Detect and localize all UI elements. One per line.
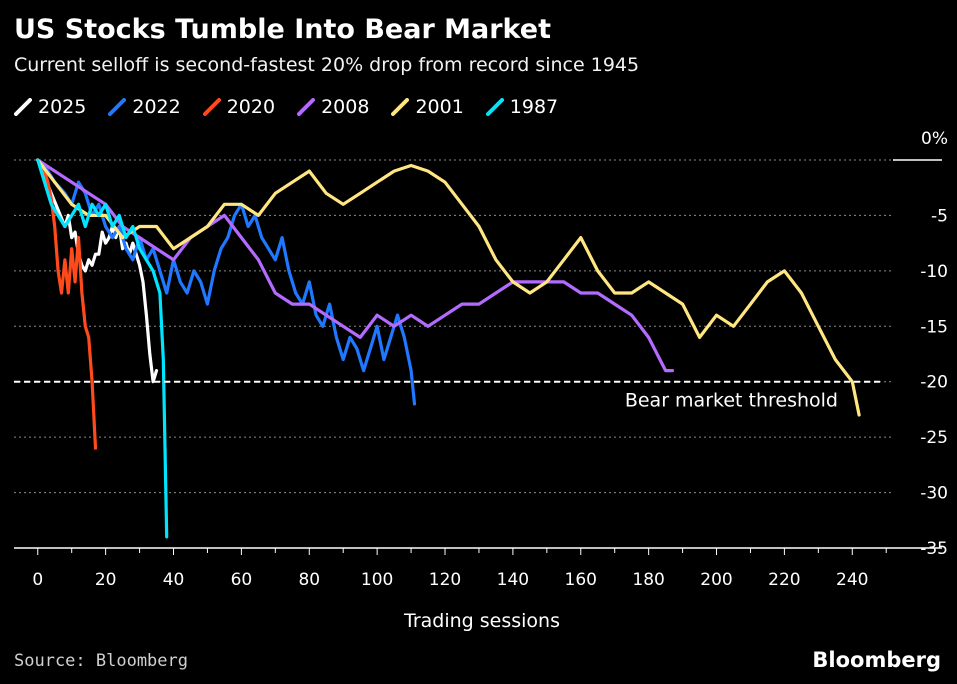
source-note: Source: Bloomberg (14, 651, 188, 671)
y-tick-label: -30 (920, 484, 948, 504)
y-tick-label: -5 (931, 206, 948, 226)
x-tick-label: 220 (768, 570, 800, 590)
legend-label: 2020 (226, 96, 276, 118)
x-tick-label: 60 (231, 570, 253, 590)
x-tick-label: 200 (700, 570, 732, 590)
legend-swatch-1987 (485, 98, 504, 116)
x-tick-label: 40 (163, 570, 185, 590)
legend-item-2008: 2008 (297, 96, 369, 118)
x-tick-label: 180 (632, 570, 664, 590)
legend-item-1987: 1987 (485, 96, 559, 118)
legend-item-2001: 2001 (391, 96, 464, 118)
x-tick-label: 240 (836, 570, 868, 590)
legend-swatch-2020 (202, 98, 221, 116)
y-tick-label: -35 (920, 539, 948, 559)
y-tick-label: -15 (920, 317, 948, 337)
x-tick-label: 0 (32, 570, 43, 590)
legend-item-2022: 2022 (108, 96, 181, 118)
chart-subtitle: Current selloff is second-fastest 20% dr… (14, 54, 640, 76)
x-tick-label: 160 (565, 570, 597, 590)
legend-swatch-2025 (14, 98, 32, 116)
series-line-1987 (36, 158, 169, 539)
x-axis-title: Trading sessions (403, 610, 560, 632)
legend-item-2020: 2020 (202, 96, 276, 118)
bloomberg-logo: Bloomberg (812, 648, 941, 672)
x-tick-label: 140 (497, 570, 529, 590)
series-line-2001 (36, 158, 861, 417)
y-tick-label: -25 (920, 428, 948, 448)
x-tick-label: 120 (429, 570, 461, 590)
legend-label: 1987 (509, 96, 559, 118)
legend-label: 2008 (321, 96, 370, 118)
legend-swatch-2008 (297, 98, 316, 116)
x-tick-label: 20 (95, 570, 117, 590)
y-tick-label: 0% (921, 129, 948, 149)
y-tick-label: -20 (920, 373, 948, 393)
chart-title: US Stocks Tumble Into Bear Market (14, 14, 552, 45)
y-tick-label: -10 (920, 262, 948, 282)
series-line-2008 (36, 158, 674, 373)
legend-label: 2025 (38, 96, 87, 118)
legend-label: 2022 (132, 96, 181, 118)
bear-market-threshold-label: Bear market threshold (625, 390, 838, 412)
chart-legend: 2025 2022 2020 2008 2001 1987 (14, 96, 558, 118)
legend-label: 2001 (415, 96, 464, 118)
series-line-2020 (36, 158, 98, 450)
x-tick-label: 80 (298, 570, 320, 590)
legend-swatch-2001 (391, 98, 410, 116)
legend-item-2025: 2025 (14, 96, 86, 118)
x-tick-label: 100 (361, 570, 393, 590)
legend-swatch-2022 (108, 98, 127, 116)
